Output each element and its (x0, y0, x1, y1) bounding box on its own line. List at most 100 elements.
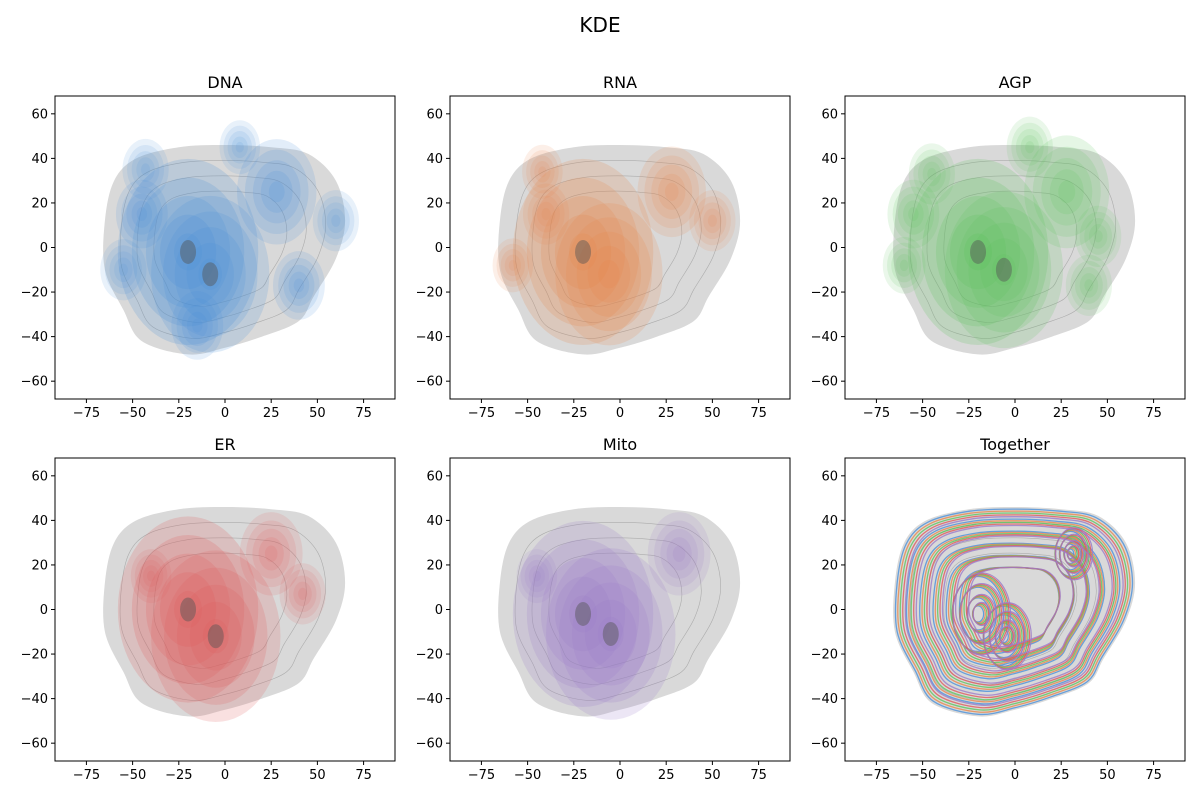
contour-line (999, 625, 1016, 647)
density-level (252, 160, 301, 224)
density-level (126, 193, 158, 235)
y-tick-label: 60 (821, 107, 838, 122)
density-level (131, 535, 245, 684)
contour-line (959, 583, 1004, 645)
density-level (109, 251, 138, 289)
density-level (174, 227, 246, 322)
density-level (908, 143, 955, 205)
background-contour (119, 522, 327, 701)
density-level (526, 539, 640, 689)
contour-line (915, 524, 1113, 696)
density-level (1075, 266, 1103, 304)
y-tick-label: −40 (21, 692, 48, 707)
y-tick-label: −40 (21, 330, 48, 345)
density-level (913, 149, 951, 199)
background-contour (136, 537, 307, 685)
contour-line (1059, 533, 1089, 575)
x-tick-label: 75 (355, 768, 372, 783)
background-contour (926, 175, 1097, 323)
x-tick-label: −25 (560, 768, 587, 783)
background-contour (514, 522, 722, 701)
density-level (534, 160, 551, 183)
y-tick-label: 60 (426, 107, 443, 122)
density-level (131, 151, 160, 188)
density-level (922, 161, 942, 187)
contour-line (983, 602, 1032, 671)
y-tick-label: 20 (821, 558, 838, 573)
density-level (956, 207, 1052, 333)
background-contour (909, 160, 1117, 339)
panel-title: ER (214, 435, 235, 454)
background-density (498, 145, 741, 355)
density-level (512, 158, 654, 346)
background-contour (514, 160, 722, 339)
panel-mito: Mito −75 −50 −25 0 25 50 75 −60 −40 −20 0 20 40 60 (416, 435, 791, 783)
y-tick-label: 20 (31, 196, 48, 211)
density-level (1024, 135, 1110, 249)
density-level (1079, 211, 1117, 261)
contour-line (926, 534, 1102, 686)
density-level (118, 263, 128, 276)
density-level (134, 554, 168, 598)
contour-line (968, 566, 1061, 648)
density-level (546, 548, 676, 720)
y-tick-label: −60 (811, 375, 838, 390)
density-level (666, 537, 692, 571)
y-tick-label: −20 (416, 648, 443, 663)
density-level (260, 170, 293, 213)
density-level (171, 291, 224, 360)
contour-line (995, 619, 1021, 654)
density-level (279, 563, 326, 625)
x-tick-label: 75 (750, 406, 767, 421)
density-level (651, 164, 693, 220)
x-tick-label: 50 (309, 406, 326, 421)
density-level (569, 233, 598, 271)
panel-dna: DNA −75 −50 −25 0 25 50 75 −60 −40 −20 0 20 40 60 (21, 73, 396, 421)
background-density (893, 145, 1136, 355)
density-level (644, 155, 700, 229)
contour-line (1055, 527, 1094, 581)
density-level (159, 214, 217, 290)
density-level (192, 318, 203, 333)
contour-line (908, 520, 1119, 703)
density-level (540, 558, 626, 670)
density-level (664, 182, 679, 201)
density-level (186, 242, 234, 306)
figure-title: KDE (579, 13, 620, 37)
density-level (897, 193, 929, 235)
x-tick-label: −75 (863, 768, 890, 783)
contour-line (1063, 540, 1085, 568)
x-tick-label: 50 (309, 768, 326, 783)
contour-line (932, 542, 1091, 680)
contour-line (919, 530, 1106, 692)
density-level (693, 196, 731, 246)
density-level (331, 214, 341, 227)
x-tick-label: −50 (909, 406, 936, 421)
contour-line (902, 514, 1126, 709)
y-tick-label: 20 (31, 558, 48, 573)
x-tick-label: −25 (955, 406, 982, 421)
x-tick-label: −75 (73, 768, 100, 783)
x-tick-label: −25 (165, 768, 192, 783)
x-tick-label: 25 (1053, 768, 1070, 783)
density-level (555, 203, 663, 346)
density-level (223, 125, 257, 169)
density-level (536, 201, 556, 227)
x-tick-label: −75 (468, 768, 495, 783)
y-tick-label: 60 (821, 469, 838, 484)
plot-area (492, 144, 741, 355)
x-tick-label: 50 (704, 768, 721, 783)
density-level (907, 158, 1049, 346)
density-level (992, 254, 1016, 286)
density-level (273, 251, 325, 320)
y-tick-label: 20 (426, 558, 443, 573)
y-tick-label: 40 (31, 152, 48, 167)
contour-line (989, 610, 1026, 662)
density-level (964, 233, 993, 271)
density-level (892, 186, 935, 242)
y-tick-label: −20 (21, 648, 48, 663)
density-peak (180, 597, 197, 622)
density-level (298, 587, 308, 601)
density-level (527, 189, 565, 239)
density-level (654, 520, 705, 588)
